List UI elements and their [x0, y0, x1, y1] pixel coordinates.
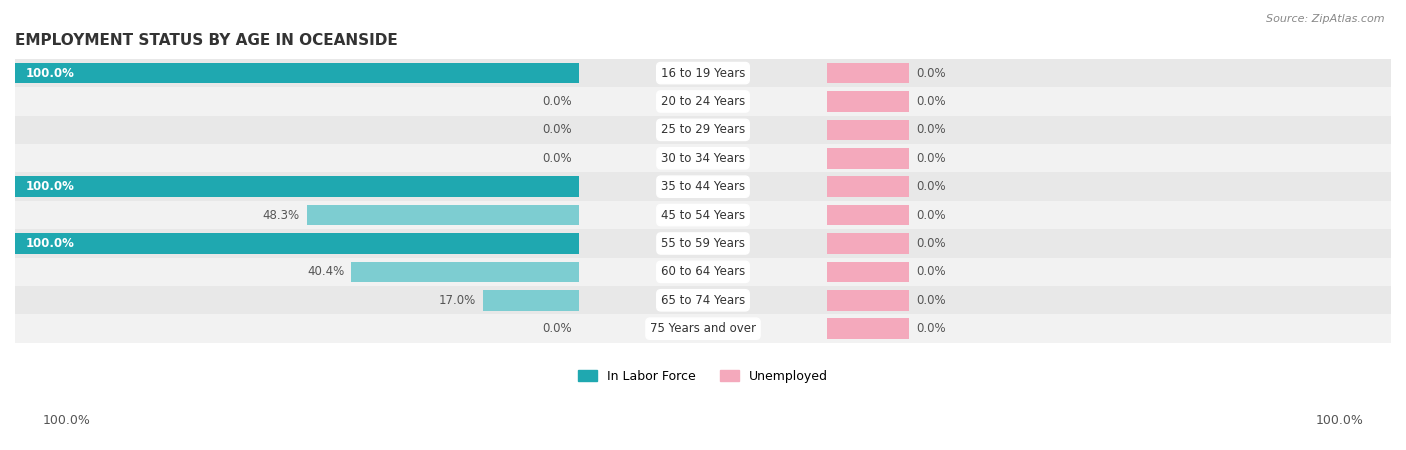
Bar	[827, 205, 910, 225]
Bar	[827, 63, 910, 83]
Bar	[827, 261, 910, 282]
Text: 75 Years and over: 75 Years and over	[650, 322, 756, 335]
Bar	[352, 261, 579, 282]
Text: 45 to 54 Years: 45 to 54 Years	[661, 209, 745, 221]
Text: 0.0%: 0.0%	[917, 123, 946, 136]
Bar	[827, 91, 910, 112]
Text: 100.0%: 100.0%	[1316, 414, 1364, 428]
Text: 100.0%: 100.0%	[25, 67, 75, 80]
Bar	[15, 176, 579, 197]
Bar	[15, 116, 1391, 144]
Text: 100.0%: 100.0%	[42, 414, 90, 428]
Text: 30 to 34 Years: 30 to 34 Years	[661, 152, 745, 165]
Bar	[827, 319, 910, 339]
Bar	[15, 87, 1391, 116]
Bar	[484, 290, 579, 310]
Bar	[827, 148, 910, 168]
Text: 17.0%: 17.0%	[439, 294, 477, 307]
Bar	[15, 144, 1391, 172]
Legend: In Labor Force, Unemployed: In Labor Force, Unemployed	[572, 365, 834, 388]
Text: 65 to 74 Years: 65 to 74 Years	[661, 294, 745, 307]
Bar	[15, 172, 1391, 201]
Text: 0.0%: 0.0%	[543, 322, 572, 335]
Text: 16 to 19 Years: 16 to 19 Years	[661, 67, 745, 80]
Text: 20 to 24 Years: 20 to 24 Years	[661, 95, 745, 108]
Bar	[827, 176, 910, 197]
Text: 0.0%: 0.0%	[917, 322, 946, 335]
Text: 0.0%: 0.0%	[917, 266, 946, 279]
Bar	[15, 286, 1391, 315]
Text: 0.0%: 0.0%	[543, 152, 572, 165]
Bar	[15, 315, 1391, 343]
Text: 0.0%: 0.0%	[917, 209, 946, 221]
Text: 60 to 64 Years: 60 to 64 Years	[661, 266, 745, 279]
Text: 0.0%: 0.0%	[917, 237, 946, 250]
Text: Source: ZipAtlas.com: Source: ZipAtlas.com	[1267, 14, 1385, 23]
Bar	[15, 63, 579, 83]
Bar	[827, 233, 910, 254]
Text: 55 to 59 Years: 55 to 59 Years	[661, 237, 745, 250]
Text: EMPLOYMENT STATUS BY AGE IN OCEANSIDE: EMPLOYMENT STATUS BY AGE IN OCEANSIDE	[15, 33, 398, 48]
Bar	[15, 59, 1391, 87]
Text: 0.0%: 0.0%	[917, 294, 946, 307]
Bar	[307, 205, 579, 225]
Text: 100.0%: 100.0%	[25, 180, 75, 193]
Bar	[15, 233, 579, 254]
Bar	[827, 290, 910, 310]
Bar	[827, 120, 910, 140]
Text: 0.0%: 0.0%	[917, 152, 946, 165]
Text: 25 to 29 Years: 25 to 29 Years	[661, 123, 745, 136]
Text: 100.0%: 100.0%	[25, 237, 75, 250]
Bar	[15, 258, 1391, 286]
Text: 0.0%: 0.0%	[543, 95, 572, 108]
Text: 0.0%: 0.0%	[917, 67, 946, 80]
Text: 35 to 44 Years: 35 to 44 Years	[661, 180, 745, 193]
Text: 40.4%: 40.4%	[307, 266, 344, 279]
Text: 48.3%: 48.3%	[263, 209, 299, 221]
Text: 0.0%: 0.0%	[543, 123, 572, 136]
Bar	[15, 201, 1391, 230]
Bar	[15, 230, 1391, 258]
Text: 0.0%: 0.0%	[917, 95, 946, 108]
Text: 0.0%: 0.0%	[917, 180, 946, 193]
